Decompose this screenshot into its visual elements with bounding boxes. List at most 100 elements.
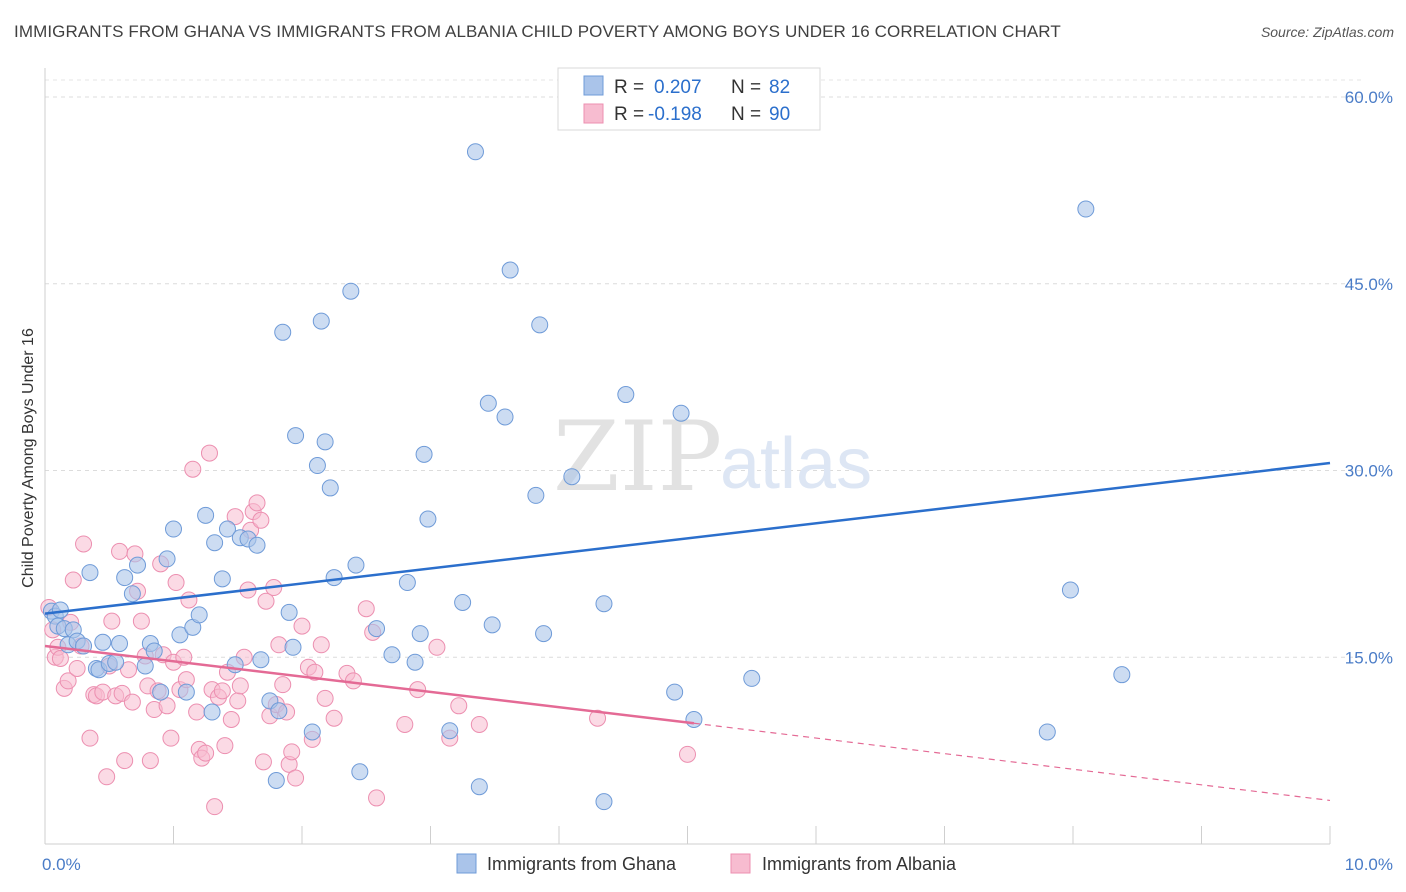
albania-point-30 <box>141 752 159 770</box>
albania-point-8 <box>64 571 82 589</box>
albania-point-22 <box>116 752 134 770</box>
ghana-point-37 <box>248 536 266 554</box>
watermark-atlas: atlas <box>720 424 872 504</box>
ghana-point-73 <box>563 468 581 486</box>
ghana-point-71 <box>531 316 549 334</box>
watermark: ZIP atlas <box>553 401 872 513</box>
legend-n-value-ghana: 82 <box>769 77 790 98</box>
ghana-point-31 <box>206 534 224 552</box>
ghana-point-54 <box>351 763 369 781</box>
albania-point-16 <box>98 768 116 786</box>
x-tick-label-0: 0.0% <box>42 855 81 874</box>
ghana-point-78 <box>672 404 690 422</box>
albania-point-55 <box>222 711 240 728</box>
ghana-point-45 <box>287 427 305 445</box>
ghana-point-70 <box>527 486 545 504</box>
y-tick-label-3: 60.0% <box>1345 88 1393 107</box>
ghana-point-75 <box>595 793 613 811</box>
ghana-point-17 <box>123 585 141 603</box>
albania-point-66 <box>257 592 275 610</box>
legend-r-label-ghana: R = <box>614 77 644 98</box>
tick-labels: 15.0% 30.0% 45.0% 60.0% 0.0% 10.0% <box>42 88 1393 874</box>
ghana-point-63 <box>454 593 472 611</box>
albania-point-53 <box>216 737 234 755</box>
bottom-legend-label-albania: Immigrants from Albania <box>762 854 957 874</box>
albania-point-92 <box>450 697 468 715</box>
albania-point-64 <box>252 511 270 529</box>
albania-trend-line <box>44 644 695 725</box>
legend-n-label-albania: N = <box>731 104 761 125</box>
ghana-point-30 <box>203 703 221 721</box>
albania-point-85 <box>357 600 375 618</box>
albania-point-52 <box>213 682 231 700</box>
series-legend: Immigrants from Ghana Immigrants from Al… <box>456 853 957 874</box>
ghana-point-68 <box>496 408 514 426</box>
correlation-legend: R = 0.207 N = 82 R = -0.198 N = 90 <box>557 67 821 131</box>
y-tick-label-0: 15.0% <box>1345 648 1393 667</box>
albania-point-65 <box>254 753 272 771</box>
ghana-point-22 <box>152 683 170 701</box>
albania-point-81 <box>316 689 334 707</box>
legend-n-label-ghana: N = <box>731 77 761 98</box>
albania-point-23 <box>120 661 138 679</box>
albania-point-4 <box>51 649 69 667</box>
ghana-point-84 <box>1113 666 1131 684</box>
albania-point-48 <box>200 444 218 462</box>
albania-point-87 <box>368 789 386 807</box>
ghana-point-28 <box>190 606 208 624</box>
y-tick-label-2: 45.0% <box>1345 275 1393 294</box>
albania-point-6 <box>59 672 77 690</box>
legend-n-value-albania: 90 <box>769 104 790 125</box>
ghana-point-21 <box>145 642 163 660</box>
ghana-trend-line <box>44 461 1331 615</box>
albania-point-50 <box>206 798 224 816</box>
ghana-point-82 <box>1038 723 1056 741</box>
albania-point-90 <box>428 638 446 656</box>
ghana-point-62 <box>441 722 459 740</box>
ghana-point-14 <box>107 653 125 671</box>
albania-point-56 <box>226 508 244 526</box>
ghana-point-18 <box>129 556 147 574</box>
ghana-point-41 <box>270 702 288 720</box>
albania-point-20 <box>111 542 129 560</box>
bottom-legend-swatch-albania <box>730 853 751 874</box>
albania-point-88 <box>396 715 414 733</box>
ghana-point-15 <box>111 635 129 653</box>
ghana-point-59 <box>411 625 429 643</box>
albania-point-80 <box>312 636 330 654</box>
y-axis-title: Child Poverty Among Boys Under 16 <box>20 328 37 588</box>
y-tick-label-1: 30.0% <box>1345 462 1393 481</box>
ghana-point-48 <box>312 312 330 330</box>
ghana-point-77 <box>666 683 684 701</box>
albania-point-58 <box>231 677 249 695</box>
albania-point-12 <box>81 729 99 747</box>
legend-r-label-albania: R = <box>614 104 644 125</box>
ghana-point-43 <box>280 603 298 621</box>
albania-point-93 <box>470 715 488 733</box>
ghana-point-26 <box>177 683 195 701</box>
ghana-point-23 <box>158 550 176 568</box>
ghana-point-46 <box>303 723 321 741</box>
albania-point-95 <box>679 745 696 763</box>
ghana-point-66 <box>479 394 497 412</box>
ghana-point-33 <box>218 520 236 538</box>
ghana-point-83 <box>1061 581 1079 599</box>
ghana-point-9 <box>81 564 99 582</box>
ghana-point-67 <box>483 616 501 634</box>
ghana-points <box>42 143 1131 811</box>
ghana-point-42 <box>274 323 292 341</box>
albania-point-44 <box>188 703 206 721</box>
albania-point-18 <box>103 612 121 630</box>
legend-swatch-ghana <box>583 75 604 96</box>
albania-point-35 <box>158 697 176 715</box>
ghana-point-44 <box>284 638 302 656</box>
albania-point-9 <box>68 659 86 677</box>
albania-point-75 <box>287 769 305 787</box>
albania-point-94 <box>589 709 607 727</box>
ghana-point-3 <box>51 601 69 619</box>
legend-r-value-albania: -0.198 <box>648 104 702 125</box>
ghana-point-49 <box>316 433 334 451</box>
ghana-point-57 <box>398 574 416 592</box>
albania-point-82 <box>325 709 343 727</box>
ghana-point-29 <box>197 506 215 524</box>
